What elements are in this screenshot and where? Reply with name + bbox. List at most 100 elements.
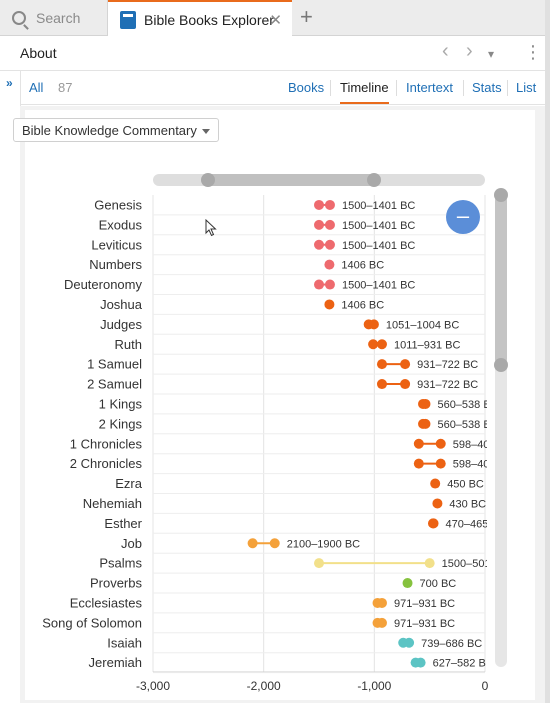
date-label: 598–40: [453, 459, 490, 471]
date-range-end-dot[interactable]: [424, 558, 435, 569]
view-list-link[interactable]: List: [516, 80, 537, 95]
book-label[interactable]: Proverbs: [90, 576, 143, 591]
date-range-end-dot[interactable]: [324, 219, 335, 230]
book-label[interactable]: 1 Kings: [99, 396, 143, 411]
date-range-end-dot[interactable]: [400, 359, 411, 370]
vertical-zoom-top-handle[interactable]: [494, 188, 508, 202]
close-tab-icon[interactable]: ✕: [269, 11, 282, 29]
history-menu-icon[interactable]: ▾: [488, 47, 495, 61]
date-range-start-dot[interactable]: [376, 359, 387, 370]
date-range-end-dot[interactable]: [420, 418, 431, 429]
range-slider-end-handle[interactable]: [367, 173, 381, 187]
book-label[interactable]: 1 Chronicles: [70, 436, 143, 451]
date-range-start-dot[interactable]: [314, 239, 324, 250]
commentary-select[interactable]: Bible Knowledge Commentary: [13, 118, 219, 142]
book-label[interactable]: Psalms: [99, 556, 142, 571]
view-intertext-link[interactable]: Intertext: [406, 80, 453, 95]
add-tab-icon[interactable]: +: [300, 4, 313, 29]
date-range-start-dot[interactable]: [314, 558, 324, 569]
book-label[interactable]: Ecclesiastes: [70, 595, 143, 610]
date-range-end-dot[interactable]: [420, 398, 431, 409]
window-edge: [545, 0, 550, 703]
date-label: 598–40: [453, 439, 490, 451]
commentary-select-value: Bible Knowledge Commentary: [22, 123, 197, 138]
book-label[interactable]: Nehemiah: [83, 496, 142, 511]
date-point-dot[interactable]: [402, 578, 413, 589]
date-point-dot[interactable]: [324, 299, 335, 310]
tab-active-label: Bible Books Explorer: [144, 11, 274, 28]
x-tick-label: -2,000: [247, 679, 281, 693]
book-icon: [120, 10, 136, 29]
date-label: 931–722 BC: [417, 359, 478, 371]
book-label[interactable]: Genesis: [94, 197, 142, 212]
book-label[interactable]: 2 Samuel: [87, 377, 142, 392]
range-slider-start-handle[interactable]: [201, 173, 215, 187]
date-range-start-dot[interactable]: [314, 219, 324, 230]
date-range-end-dot[interactable]: [404, 637, 415, 648]
date-range-end-dot[interactable]: [428, 518, 439, 529]
range-slider-selection[interactable]: [208, 174, 374, 186]
date-point-dot[interactable]: [432, 498, 443, 509]
date-range-end-dot[interactable]: [376, 597, 387, 608]
date-range-end-dot[interactable]: [415, 657, 426, 668]
date-point-dot[interactable]: [430, 478, 441, 489]
vertical-zoom-bottom-handle[interactable]: [494, 358, 508, 372]
date-range-end-dot[interactable]: [376, 617, 387, 628]
book-label[interactable]: 2 Kings: [99, 416, 143, 431]
book-label[interactable]: Ezra: [115, 476, 143, 491]
date-range-end-dot[interactable]: [368, 319, 379, 330]
filter-bar: All 87 Books Timeline Intertext Stats Li…: [20, 71, 545, 105]
date-range-start-dot[interactable]: [413, 438, 424, 449]
panel-header: About ‹ › ▾ ⋮: [0, 36, 550, 71]
book-label[interactable]: Jeremiah: [89, 655, 142, 670]
date-range-end-dot[interactable]: [269, 538, 280, 549]
date-range-end-dot[interactable]: [435, 458, 446, 469]
date-range-end-dot[interactable]: [435, 438, 446, 449]
tab-bar: Search Bible Books Explorer ✕ +: [0, 0, 550, 37]
book-label[interactable]: 2 Chronicles: [70, 456, 143, 471]
about-button[interactable]: About: [20, 45, 57, 61]
view-stats-link[interactable]: Stats: [472, 80, 502, 95]
date-range-start-dot[interactable]: [368, 339, 379, 350]
book-label[interactable]: Joshua: [100, 297, 143, 312]
date-range-end-dot[interactable]: [324, 239, 335, 250]
book-label[interactable]: Ruth: [115, 337, 142, 352]
range-slider[interactable]: [153, 173, 485, 187]
book-label[interactable]: Leviticus: [91, 237, 142, 252]
date-range-start-dot[interactable]: [376, 379, 387, 390]
book-label[interactable]: Esther: [104, 516, 142, 531]
book-label[interactable]: Judges: [100, 317, 142, 332]
book-label[interactable]: Job: [121, 536, 142, 551]
more-options-icon[interactable]: ⋮: [524, 42, 542, 62]
vertical-zoom-slider[interactable]: [494, 188, 508, 667]
date-range-end-dot[interactable]: [400, 379, 411, 390]
date-range-end-dot[interactable]: [324, 199, 335, 210]
date-range-end-dot[interactable]: [324, 279, 335, 290]
forward-icon[interactable]: ›: [466, 40, 473, 62]
date-point-dot[interactable]: [324, 259, 335, 270]
date-range-end-dot[interactable]: [376, 339, 387, 350]
filter-all[interactable]: All: [29, 80, 44, 95]
view-timeline-link[interactable]: Timeline: [340, 80, 389, 104]
divider: [507, 80, 508, 96]
date-range-start-dot[interactable]: [314, 279, 324, 290]
date-range-start-dot[interactable]: [413, 458, 424, 469]
tab-search[interactable]: Search: [0, 0, 108, 36]
book-label[interactable]: Song of Solomon: [42, 615, 142, 630]
book-label[interactable]: Deuteronomy: [64, 277, 143, 292]
vertical-zoom-selection[interactable]: [495, 195, 507, 365]
book-label[interactable]: Exodus: [99, 217, 143, 232]
book-label[interactable]: 1 Samuel: [87, 357, 142, 372]
sidebar-toggle-icon[interactable]: »: [6, 76, 13, 90]
book-label[interactable]: Isaiah: [107, 635, 142, 650]
date-range-start-dot[interactable]: [314, 199, 324, 210]
zoom-out-button[interactable]: –: [446, 200, 480, 234]
view-books-link[interactable]: Books: [288, 80, 325, 95]
x-tick-label: -3,000: [136, 679, 170, 693]
date-label: 450 BC: [447, 479, 484, 491]
book-label[interactable]: Numbers: [89, 257, 142, 272]
tab-bible-books-explorer[interactable]: Bible Books Explorer ✕: [108, 0, 292, 37]
date-range-start-dot[interactable]: [247, 538, 258, 549]
back-icon[interactable]: ‹: [442, 40, 449, 62]
